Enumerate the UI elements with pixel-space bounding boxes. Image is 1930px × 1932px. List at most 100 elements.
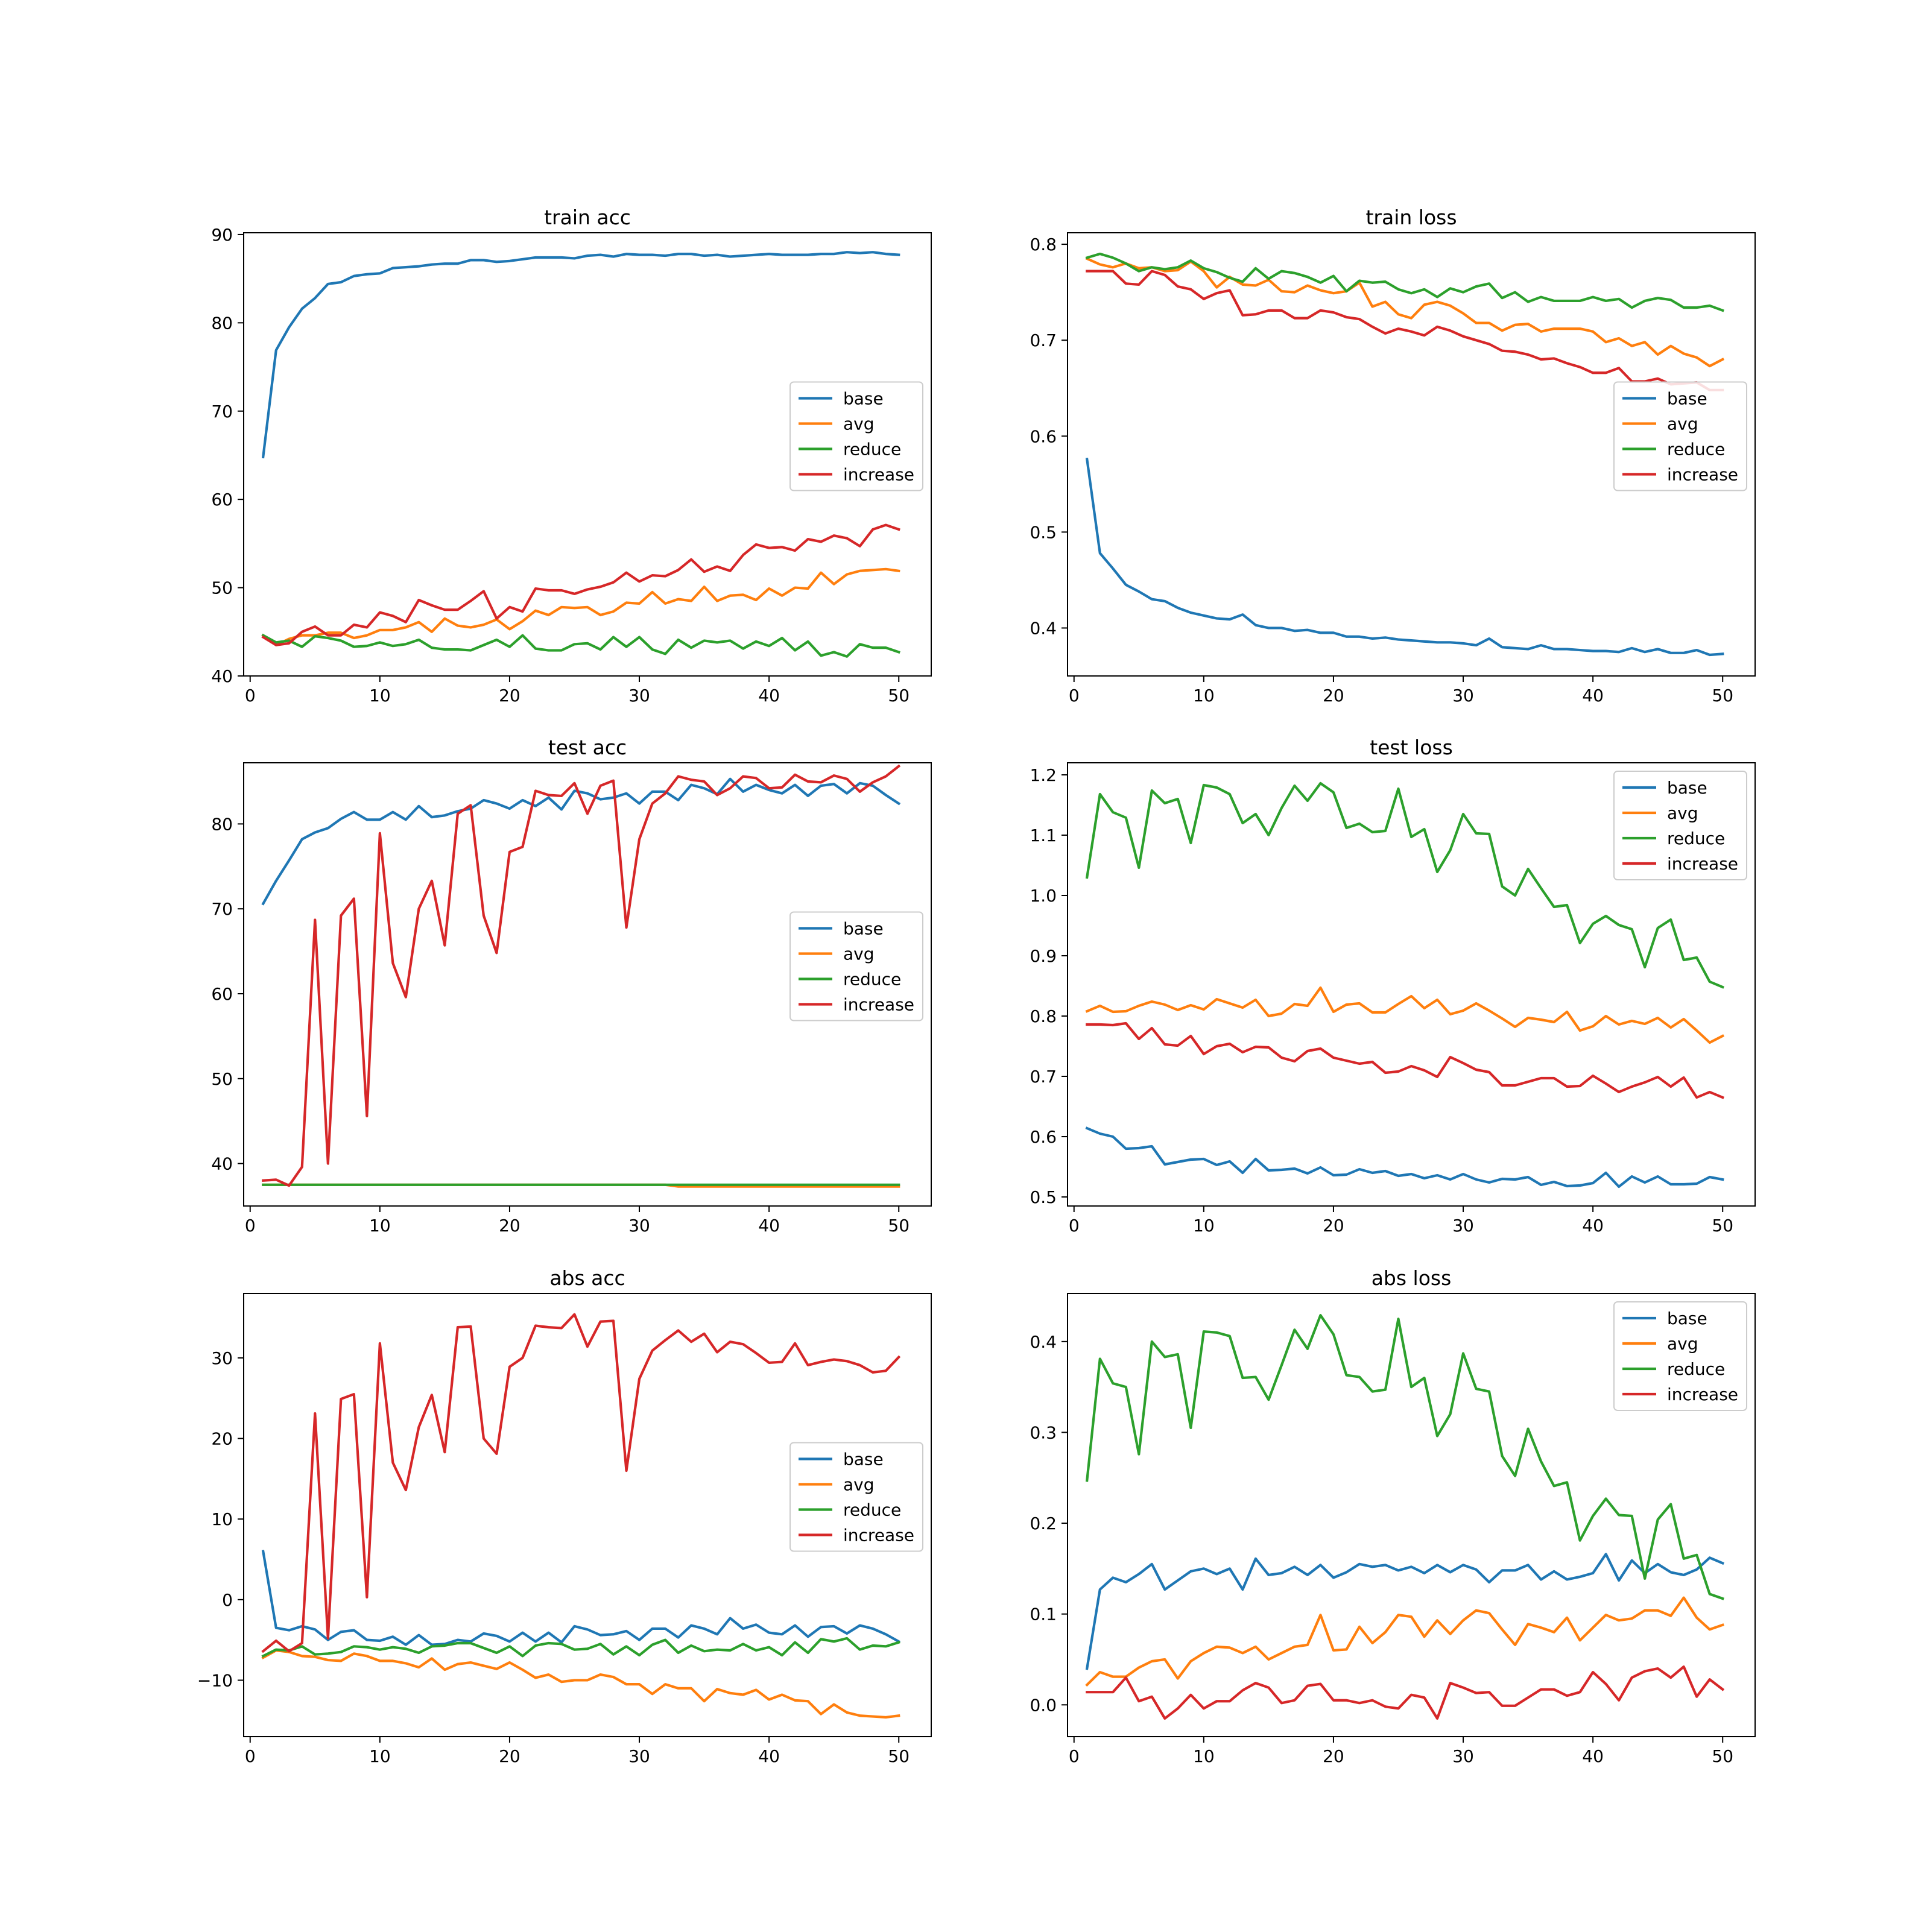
axes-frame [243,762,932,1207]
y-tick-label: 0.4 [1030,1332,1057,1352]
legend-label-base: base [1667,389,1707,409]
series-line-base [261,1550,901,1646]
legend-label-avg: avg [1667,1334,1698,1354]
legend-label-base: base [843,919,884,939]
axes-frame [243,1293,932,1737]
y-tick-label: 60 [211,490,233,510]
y-tick-label: 50 [211,578,233,598]
x-tick-label: 20 [499,1746,520,1766]
y-tick-label: 80 [211,814,233,834]
y-tick-label: 40 [211,666,233,686]
x-tick-label: 40 [758,1216,780,1236]
series-line-base [1085,458,1724,657]
legend-box [789,911,923,1021]
axes-frame [243,232,932,677]
axes-frame [1067,232,1756,677]
legend-label-base: base [843,389,884,409]
y-tick-label: 50 [211,1069,233,1089]
legend-label-increase: increase [1667,465,1738,485]
legend: base avg reduce increase [1613,1301,1747,1411]
legend-label-increase: increase [1667,854,1738,874]
x-tick-label: 20 [1323,686,1344,706]
x-tick-label: 20 [1323,1216,1344,1236]
x-tick-label: 0 [245,1746,256,1766]
chart-abs-acc: 0 10 20 30 40 50 −10 0 10 20 30 abs acc base avg reduc… [197,1266,932,1766]
legend-box [1613,381,1747,491]
series-line-increase [1086,1665,1725,1720]
x-tick-label: 50 [888,1216,910,1236]
x-tick-label: 40 [1582,1216,1604,1236]
series-line-reduce [1085,252,1724,312]
series-line-avg [1085,257,1725,368]
series-line-reduce [261,633,900,658]
y-tick-label: 0.8 [1030,1006,1057,1026]
y-tick-label: 70 [211,402,233,421]
x-tick-label: 50 [888,686,910,706]
legend-label-increase: increase [843,995,914,1015]
y-tick-label: 20 [211,1429,233,1449]
legend-label-reduce: reduce [1667,440,1725,459]
x-tick-label: 10 [369,1746,391,1766]
x-tick-label: 40 [1582,686,1604,706]
series-line-avg [1085,1596,1724,1687]
x-tick-label: 0 [1069,686,1080,706]
y-tick-label: 60 [211,984,233,1004]
x-tick-label: 10 [369,1216,391,1236]
y-tick-label: 0.5 [1030,522,1057,542]
x-tick-label: 20 [1323,1746,1344,1766]
series-line-reduce [1085,781,1724,989]
y-tick-label: 0.3 [1030,1422,1057,1442]
chart-title: test loss [1370,736,1453,759]
x-tick-label: 10 [1193,1746,1215,1766]
x-tick-label: 30 [628,1216,650,1236]
legend: base avg reduce increase [789,1442,923,1552]
y-tick-label: 0 [222,1590,233,1610]
series-line-increase [262,764,901,1187]
legend-label-avg: avg [1667,803,1698,823]
legend-box [1613,1301,1747,1411]
legend-label-increase: increase [843,1526,914,1545]
legend-label-avg: avg [843,1475,875,1495]
x-tick-label: 30 [1452,1216,1474,1236]
legend: base avg reduce increase [1613,771,1747,880]
series-line-increase [261,1313,901,1653]
y-tick-label: 0.1 [1030,1605,1057,1624]
x-tick-label: 50 [1712,1216,1733,1236]
chart-test-loss: 0 10 20 30 40 50 0.5 0.6 0.7 0.8 0.9 1.0 1.1 1.2 test … [1030,736,1756,1236]
y-tick-label: 0.0 [1030,1695,1057,1715]
y-tick-label: 0.2 [1030,1514,1057,1533]
x-tick-label: 10 [1193,1216,1215,1236]
x-tick-label: 40 [758,1746,780,1766]
y-tick-label: 0.6 [1030,1127,1057,1147]
series-line-increase [1086,1021,1724,1099]
series-line-base [261,777,901,906]
x-tick-label: 40 [1582,1746,1604,1766]
chart-title: train acc [544,206,631,229]
series-line-avg [261,567,900,646]
series-line-base [1085,1553,1724,1670]
series-line-avg [261,1649,900,1719]
chart-title: train loss [1365,206,1457,229]
y-tick-label: 90 [211,225,233,245]
y-tick-label: 0.4 [1030,618,1057,638]
chart-title: abs acc [549,1266,625,1290]
y-tick-label: 0.8 [1030,235,1057,254]
legend-label-reduce: reduce [843,970,901,990]
legend-label-reduce: reduce [843,1500,901,1520]
axes-frame [1067,762,1756,1207]
x-tick-label: 0 [1069,1746,1080,1766]
axes-frame [1067,1293,1756,1737]
y-tick-label: 80 [211,313,233,333]
x-tick-label: 40 [758,686,780,706]
legend-label-increase: increase [1667,1384,1738,1404]
y-tick-label: 70 [211,899,233,919]
x-tick-label: 50 [1712,686,1733,706]
x-tick-label: 20 [499,1216,520,1236]
x-tick-label: 10 [1193,686,1215,706]
y-tick-label: 30 [211,1348,233,1368]
legend-box [789,1442,923,1552]
legend-label-reduce: reduce [1667,829,1725,848]
y-tick-label: 1.0 [1030,886,1057,906]
x-tick-label: 50 [1712,1746,1733,1766]
